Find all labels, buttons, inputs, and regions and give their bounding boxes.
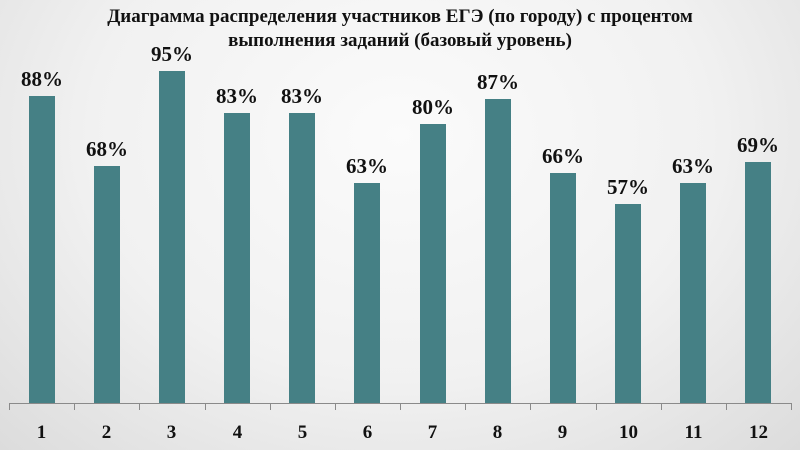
bar-value-label: 69% bbox=[737, 133, 779, 157]
bar-value-label: 88% bbox=[21, 67, 63, 91]
bar bbox=[224, 113, 250, 403]
x-axis-tick bbox=[791, 403, 792, 410]
x-axis-category-label: 6 bbox=[362, 422, 373, 443]
bar bbox=[745, 162, 771, 403]
x-axis-tick bbox=[400, 403, 401, 410]
bar bbox=[289, 113, 315, 403]
x-axis-category-label: 7 bbox=[427, 422, 438, 443]
bar-value-label: 83% bbox=[281, 84, 323, 108]
x-axis-category-label: 10 bbox=[619, 422, 638, 443]
x-axis-category-label: 8 bbox=[492, 422, 503, 443]
x-axis-category-label: 2 bbox=[101, 422, 112, 443]
bar-value-label: 83% bbox=[216, 84, 258, 108]
plot-area: 88% 1 68% 2 95% 3 83% 4 83% 5 63% 6 80% 7 87% 8 66% 9 57% 1… bbox=[9, 0, 792, 450]
x-axis-tick bbox=[139, 403, 140, 410]
x-axis-category-label: 11 bbox=[684, 422, 703, 443]
bar bbox=[420, 124, 446, 403]
bar-value-label: 66% bbox=[542, 144, 584, 168]
bar bbox=[29, 96, 55, 403]
x-axis-tick bbox=[530, 403, 531, 410]
chart-title-line-1: Диаграмма распределения участников ЕГЭ (… bbox=[107, 6, 693, 27]
x-axis-category-label: 12 bbox=[749, 422, 768, 443]
bar bbox=[680, 183, 706, 403]
bar bbox=[94, 166, 120, 403]
x-axis-category-label: 1 bbox=[36, 422, 47, 443]
x-axis-tick bbox=[335, 403, 336, 410]
bar-value-label: 63% bbox=[672, 154, 714, 178]
bar-value-label: 95% bbox=[151, 42, 193, 66]
bar bbox=[615, 204, 641, 403]
x-axis-tick bbox=[465, 403, 466, 410]
x-axis-tick bbox=[270, 403, 271, 410]
bar bbox=[485, 99, 511, 403]
bar-value-label: 63% bbox=[346, 154, 388, 178]
bar-value-label: 87% bbox=[477, 70, 519, 94]
bar-value-label: 57% bbox=[607, 175, 649, 199]
x-axis-category-label: 3 bbox=[166, 422, 177, 443]
x-axis-tick bbox=[74, 403, 75, 410]
chart-title: Диаграмма распределения участников ЕГЭ (… bbox=[0, 5, 800, 53]
bar-value-label: 68% bbox=[86, 137, 128, 161]
bar-value-label: 80% bbox=[412, 95, 454, 119]
x-axis-tick bbox=[726, 403, 727, 410]
bar bbox=[550, 173, 576, 403]
x-axis-category-label: 9 bbox=[557, 422, 568, 443]
x-axis-tick bbox=[661, 403, 662, 410]
x-axis-tick bbox=[205, 403, 206, 410]
x-axis-category-label: 5 bbox=[297, 422, 308, 443]
chart-title-line-2: выполнения заданий (базовый уровень) bbox=[228, 30, 572, 51]
x-axis-category-label: 4 bbox=[232, 422, 243, 443]
bar bbox=[159, 71, 185, 403]
bar bbox=[354, 183, 380, 403]
x-axis-tick bbox=[596, 403, 597, 410]
x-axis-tick bbox=[9, 403, 10, 410]
